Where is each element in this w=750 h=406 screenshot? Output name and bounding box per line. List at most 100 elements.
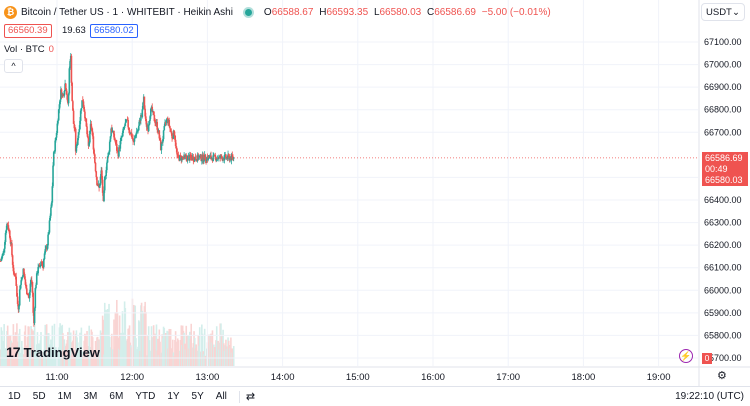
candle-body — [115, 142, 117, 144]
candle-body — [103, 190, 105, 202]
volume-bar — [174, 331, 177, 366]
candle-body — [41, 261, 44, 267]
candle-body — [70, 55, 73, 83]
candle-body — [21, 277, 23, 281]
range-ytd-button[interactable]: YTD — [135, 391, 156, 402]
buy-price-button[interactable]: 66580.02 — [90, 24, 138, 38]
volume-tag: 0 — [702, 353, 712, 364]
candle-body — [144, 108, 146, 117]
tradingview-wordmark: TradingView — [23, 344, 100, 360]
time-axis-label: 18:00 — [572, 372, 596, 383]
candle-body — [108, 151, 110, 153]
candle-body — [90, 123, 93, 128]
price-chart[interactable]: 67100.00 67000.00 66900.00 66800.00 66700.00… — [0, 0, 750, 386]
lightning-icon[interactable]: ⚡ — [679, 349, 693, 363]
volume-bar — [86, 331, 88, 366]
price-axis-label: 66900.00 — [704, 82, 742, 92]
candle-body — [198, 156, 201, 158]
candle-body — [123, 127, 125, 129]
volume-bar — [3, 324, 5, 366]
candle-body — [2, 251, 5, 254]
candle-body — [35, 284, 37, 289]
gear-icon[interactable]: ⚙ — [717, 370, 727, 382]
candle-body — [106, 156, 109, 163]
candle-body — [220, 155, 223, 158]
range-all-button[interactable]: All — [215, 391, 227, 402]
utc-clock[interactable]: 19:22:10 (UTC) — [675, 391, 744, 402]
volume-bar — [169, 329, 172, 366]
candle-body — [159, 138, 161, 141]
tradingview-logo[interactable]: 17 TradingView — [6, 344, 100, 360]
candle-body — [63, 91, 66, 96]
tradingview-mark-icon: 17 — [6, 344, 21, 360]
candle-body — [203, 160, 205, 162]
candle-body — [181, 156, 183, 161]
volume-bar — [60, 326, 62, 366]
collapse-legend-button[interactable]: ^ — [4, 59, 23, 73]
candle-body — [173, 130, 175, 136]
open-label: O — [263, 6, 272, 18]
current-price-tag: 66586.69 — [702, 152, 748, 164]
time-axis-label: 17:00 — [496, 372, 520, 383]
ohlc-values: O66588.67 H66593.35 L66580.03 C66586.69 … — [264, 7, 554, 18]
volume-bar — [67, 332, 69, 366]
candle-body — [50, 207, 52, 216]
candle-body — [158, 130, 161, 139]
price-axis-label: 65900.00 — [704, 308, 742, 318]
candle-body — [18, 289, 21, 306]
range-6m-button[interactable]: 6M — [109, 391, 124, 402]
symbol-title[interactable]: Bitcoin / Tether US · 1 · WHITEBIT · Hei… — [21, 6, 233, 18]
candle-body — [49, 215, 51, 221]
candle-body — [164, 122, 166, 127]
candle-body — [138, 120, 141, 126]
volume-label: Vol · BTC — [4, 44, 45, 55]
chevron-up-icon: ^ — [11, 61, 16, 71]
volume-bar — [215, 326, 218, 366]
candle-body — [1, 256, 3, 260]
date-range-icon[interactable]: ⇄ — [245, 391, 256, 403]
candle-body — [84, 111, 86, 119]
volume-bar — [168, 328, 171, 366]
volume-bar — [68, 327, 71, 366]
candle-body — [35, 273, 38, 285]
volume-bar — [177, 340, 180, 366]
candle-body — [214, 154, 217, 157]
range-5d-button[interactable]: 5D — [32, 391, 46, 402]
candle-body — [77, 138, 79, 145]
bottom-toolbar: 1D 5D 1M 3M 6M YTD 1Y 5Y All ⇄ 19:22:10 … — [0, 386, 750, 406]
candle-body — [137, 130, 139, 132]
volume-bar — [88, 325, 90, 366]
candle-body — [68, 68, 71, 94]
volume-bar — [163, 328, 166, 366]
candle-body — [149, 116, 151, 121]
candle-body — [11, 243, 13, 256]
candle-body — [175, 146, 178, 149]
candle-body — [78, 129, 81, 133]
candle-body — [120, 136, 123, 138]
candle-body — [171, 138, 174, 140]
candle-body — [227, 154, 230, 156]
candle-body — [171, 133, 173, 139]
volume-bar — [80, 327, 83, 366]
volume-bar — [50, 339, 52, 366]
candle-body — [46, 245, 49, 250]
range-5y-button[interactable]: 5Y — [191, 391, 204, 402]
candle-body — [67, 93, 70, 104]
candle-body — [55, 137, 57, 141]
candle-body — [9, 230, 11, 238]
candle-body — [204, 154, 207, 160]
countdown-tag: 00:49 — [702, 163, 748, 175]
candle-body — [99, 176, 102, 185]
candle-body — [13, 271, 15, 274]
open-value: 66588.67 — [271, 6, 314, 18]
range-1m-button[interactable]: 1M — [57, 391, 72, 402]
volume-bar — [135, 338, 137, 366]
currency-select[interactable]: USDT ⌄ — [701, 3, 745, 21]
candle-body — [151, 106, 154, 112]
range-1d-button[interactable]: 1D — [8, 391, 21, 402]
time-axis-label: 15:00 — [346, 372, 370, 383]
range-1y-button[interactable]: 1Y — [167, 391, 180, 402]
range-3m-button[interactable]: 3M — [83, 391, 98, 402]
sell-price-button[interactable]: 66560.39 — [4, 24, 52, 38]
candle-body — [116, 150, 119, 152]
